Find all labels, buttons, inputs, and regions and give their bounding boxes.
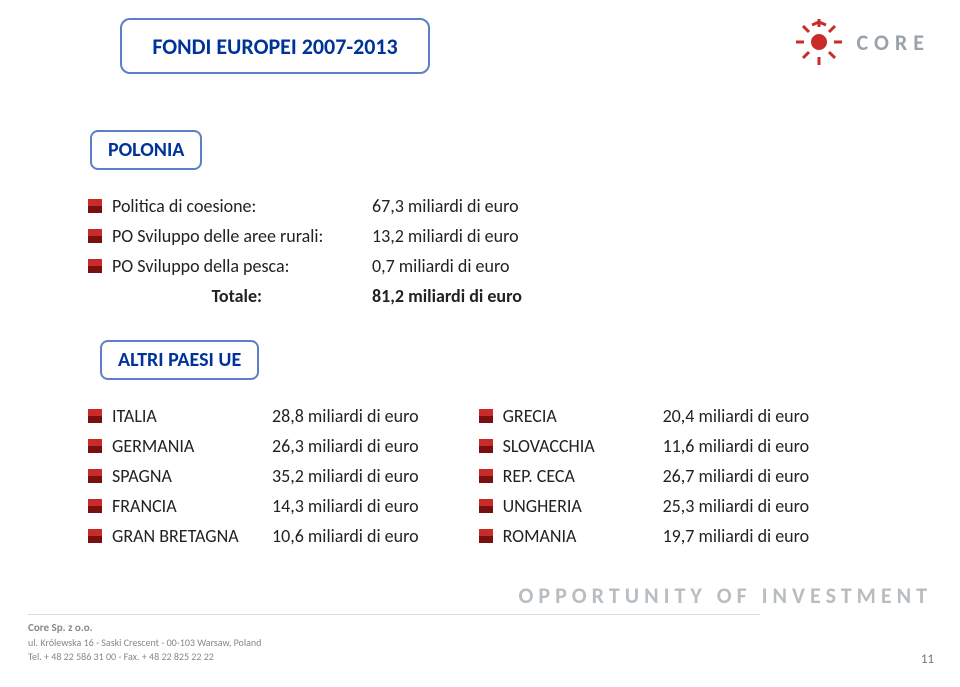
- page-title: FONDI EUROPEI 2007-2013: [152, 33, 397, 60]
- list-item: UNGHERIA25,3 miliardi di euro: [479, 495, 810, 517]
- total-row: Totale: 81,2 miliardi di euro: [88, 285, 900, 307]
- country-label: FRANCIA: [112, 495, 272, 517]
- row-value: 13,2 miliardi di euro: [372, 225, 519, 247]
- bullet-icon: [88, 469, 102, 483]
- footer-line3: Tel. + 48 22 586 31 00 - Fax. + 48 22 82…: [28, 650, 261, 664]
- bullet-icon: [88, 499, 102, 513]
- bullet-icon: [479, 499, 493, 513]
- bullet-icon: [88, 439, 102, 453]
- tag-polonia: POLONIA: [90, 130, 202, 170]
- list-item: ITALIA28,8 miliardi di euro: [88, 405, 419, 427]
- list-item: GRAN BRETAGNA10,6 miliardi di euro: [88, 525, 419, 547]
- country-label: GRAN BRETAGNA: [112, 525, 272, 547]
- total-label: Totale:: [112, 285, 372, 307]
- list-item: PO Sviluppo delle aree rurali: 13,2 mili…: [88, 225, 900, 247]
- list-item: PO Sviluppo della pesca: 0,7 miliardi di…: [88, 255, 900, 277]
- bullet-icon: [88, 409, 102, 423]
- row-label: PO Sviluppo delle aree rurali:: [112, 225, 372, 247]
- row-label: PO Sviluppo della pesca:: [112, 255, 372, 277]
- brand-text: CORE: [857, 29, 930, 56]
- bullet-icon: [88, 199, 102, 213]
- divider: [28, 614, 760, 615]
- bullet-icon: [479, 439, 493, 453]
- country-label: SPAGNA: [112, 465, 272, 487]
- country-value: 28,8 miliardi di euro: [272, 405, 419, 427]
- country-label: GERMANIA: [112, 435, 272, 457]
- country-label: GRECIA: [503, 405, 663, 427]
- country-label: ITALIA: [112, 405, 272, 427]
- country-label: UNGHERIA: [503, 495, 663, 517]
- country-label: ROMANIA: [503, 525, 663, 547]
- page-number: 11: [921, 652, 934, 667]
- core-logo-icon: [793, 16, 845, 68]
- list-item: GRECIA20,4 miliardi di euro: [479, 405, 810, 427]
- list-item: Politica di coesione: 67,3 miliardi di e…: [88, 195, 900, 217]
- altri-paesi-group: ITALIA28,8 miliardi di euro GERMANIA26,3…: [88, 405, 900, 555]
- brand-logo: CORE: [793, 16, 930, 68]
- country-value: 11,6 miliardi di euro: [663, 435, 810, 457]
- bullet-icon: [88, 229, 102, 243]
- list-item: REP. CECA26,7 miliardi di euro: [479, 465, 810, 487]
- footer-line1: Core Sp. z o.o.: [28, 621, 261, 636]
- country-value: 19,7 miliardi di euro: [663, 525, 810, 547]
- list-item: FRANCIA14,3 miliardi di euro: [88, 495, 419, 517]
- country-col-left: ITALIA28,8 miliardi di euro GERMANIA26,3…: [88, 405, 419, 555]
- country-value: 35,2 miliardi di euro: [272, 465, 419, 487]
- bullet-icon: [88, 529, 102, 543]
- footer-line2: ul. Królewska 16 - Saski Crescent - 00-1…: [28, 636, 261, 650]
- bullet-icon: [479, 529, 493, 543]
- title-box: FONDI EUROPEI 2007-2013: [120, 18, 430, 74]
- bullet-icon: [479, 469, 493, 483]
- slide: FONDI EUROPEI 2007-2013 CORE POLONIA Pol: [0, 0, 960, 687]
- footer-tagline: OPPORTUNITY OF INVESTMENT: [518, 582, 932, 609]
- tag-altri-paesi: ALTRI PAESI UE: [100, 340, 259, 380]
- country-value: 10,6 miliardi di euro: [272, 525, 419, 547]
- total-value: 81,2 miliardi di euro: [372, 285, 522, 307]
- list-item: SLOVACCHIA11,6 miliardi di euro: [479, 435, 810, 457]
- row-value: 0,7 miliardi di euro: [372, 255, 509, 277]
- country-value: 20,4 miliardi di euro: [663, 405, 810, 427]
- country-col-right: GRECIA20,4 miliardi di euro SLOVACCHIA11…: [479, 405, 810, 555]
- country-value: 14,3 miliardi di euro: [272, 495, 419, 517]
- list-item: GERMANIA26,3 miliardi di euro: [88, 435, 419, 457]
- footer-address: Core Sp. z o.o. ul. Królewska 16 - Saski…: [28, 621, 261, 663]
- list-item: SPAGNA35,2 miliardi di euro: [88, 465, 419, 487]
- country-label: REP. CECA: [503, 465, 663, 487]
- row-value: 67,3 miliardi di euro: [372, 195, 519, 217]
- bullet-icon: [88, 259, 102, 273]
- country-value: 26,7 miliardi di euro: [663, 465, 810, 487]
- country-label: SLOVACCHIA: [503, 435, 663, 457]
- bullet-icon: [479, 409, 493, 423]
- row-label: Politica di coesione:: [112, 195, 372, 217]
- country-value: 25,3 miliardi di euro: [663, 495, 810, 517]
- polonia-group: Politica di coesione: 67,3 miliardi di e…: [88, 195, 900, 315]
- country-value: 26,3 miliardi di euro: [272, 435, 419, 457]
- list-item: ROMANIA19,7 miliardi di euro: [479, 525, 810, 547]
